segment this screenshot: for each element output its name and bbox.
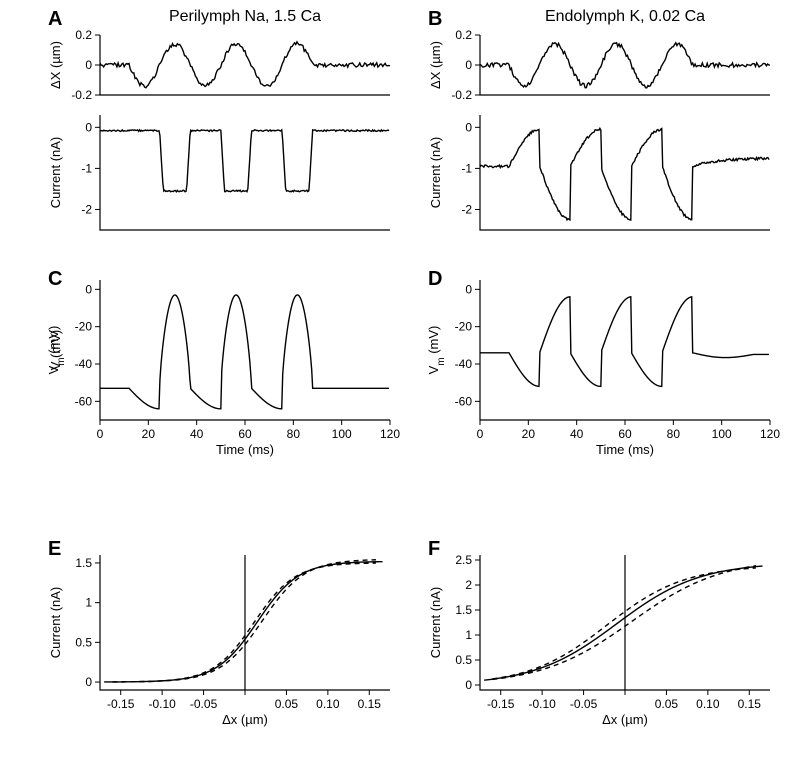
svg-text:-0.05: -0.05	[190, 697, 218, 711]
svg-text:0: 0	[85, 120, 92, 134]
svg-text:ΔX (µm): ΔX (µm)	[48, 41, 63, 89]
svg-text:80: 80	[667, 427, 681, 441]
svg-text:Vm (mV): Vm (mV)	[426, 326, 447, 375]
svg-text:-1: -1	[81, 161, 92, 175]
svg-text:1: 1	[465, 628, 472, 642]
svg-text:60: 60	[618, 427, 632, 441]
plots-svg: -0.2 0 0.2 ΔX (µm) -0.2 0 0.2 ΔX (µm) -2 -1 0 Curre…	[0, 0, 800, 762]
svg-text:Current (nA): Current (nA)	[48, 587, 63, 659]
svg-text:-20: -20	[455, 320, 473, 334]
svg-text:ΔX (µm): ΔX (µm)	[428, 41, 443, 89]
svg-text:0: 0	[465, 678, 472, 692]
svg-text:0.10: 0.10	[696, 697, 720, 711]
svg-text:Time (ms): Time (ms)	[596, 442, 654, 457]
svg-text:0.05: 0.05	[275, 697, 299, 711]
svg-text:0.15: 0.15	[738, 697, 762, 711]
svg-text:1: 1	[85, 596, 92, 610]
svg-text:40: 40	[570, 427, 584, 441]
svg-text:0.2: 0.2	[75, 28, 92, 42]
svg-text:Δx (µm): Δx (µm)	[602, 712, 648, 727]
svg-text:Current (nA): Current (nA)	[48, 137, 63, 209]
svg-text:60: 60	[238, 427, 252, 441]
svg-text:0.5: 0.5	[455, 653, 472, 667]
svg-text:-1: -1	[461, 161, 472, 175]
svg-text:-0.2: -0.2	[71, 88, 92, 102]
svg-text:-2: -2	[461, 202, 472, 216]
svg-text:20: 20	[142, 427, 156, 441]
svg-text:-20: -20	[75, 320, 93, 334]
svg-text:0: 0	[477, 427, 484, 441]
svg-text:-40: -40	[75, 357, 93, 371]
svg-text:0: 0	[85, 58, 92, 72]
svg-text:0.2: 0.2	[455, 28, 472, 42]
svg-text:-0.2: -0.2	[451, 88, 472, 102]
svg-text:0: 0	[97, 427, 104, 441]
svg-text:-0.10: -0.10	[148, 697, 176, 711]
svg-text:0: 0	[85, 282, 92, 296]
svg-text:0.10: 0.10	[316, 697, 340, 711]
svg-text:100: 100	[332, 427, 352, 441]
svg-text:0.5: 0.5	[75, 635, 92, 649]
svg-text:40: 40	[190, 427, 204, 441]
svg-text:Vm (mV): Vm (mV)	[46, 326, 67, 375]
svg-text:80: 80	[287, 427, 301, 441]
svg-text:-60: -60	[455, 394, 473, 408]
svg-text:1.5: 1.5	[455, 603, 472, 617]
svg-text:0: 0	[465, 120, 472, 134]
svg-text:Time (ms): Time (ms)	[216, 442, 274, 457]
svg-text:0: 0	[465, 58, 472, 72]
svg-text:Δx (µm): Δx (µm)	[222, 712, 268, 727]
svg-text:Current (nA): Current (nA)	[428, 587, 443, 659]
svg-text:0.05: 0.05	[655, 697, 679, 711]
svg-text:-60: -60	[75, 394, 93, 408]
svg-text:-2: -2	[81, 202, 92, 216]
svg-text:1.5: 1.5	[75, 556, 92, 570]
svg-text:2: 2	[465, 578, 472, 592]
svg-text:-0.15: -0.15	[107, 697, 135, 711]
svg-text:120: 120	[380, 427, 400, 441]
svg-text:0: 0	[85, 675, 92, 689]
svg-text:120: 120	[760, 427, 780, 441]
svg-text:0.15: 0.15	[358, 697, 382, 711]
svg-text:-0.15: -0.15	[487, 697, 515, 711]
figure-container: A B C D E F Perilymph Na, 1.5 Ca Endolym…	[0, 0, 800, 762]
svg-text:20: 20	[522, 427, 536, 441]
svg-text:100: 100	[712, 427, 732, 441]
svg-text:-0.10: -0.10	[528, 697, 556, 711]
svg-text:Current (nA): Current (nA)	[428, 137, 443, 209]
svg-text:2.5: 2.5	[455, 553, 472, 567]
svg-text:-40: -40	[455, 357, 473, 371]
svg-text:0: 0	[465, 282, 472, 296]
svg-text:-0.05: -0.05	[570, 697, 598, 711]
